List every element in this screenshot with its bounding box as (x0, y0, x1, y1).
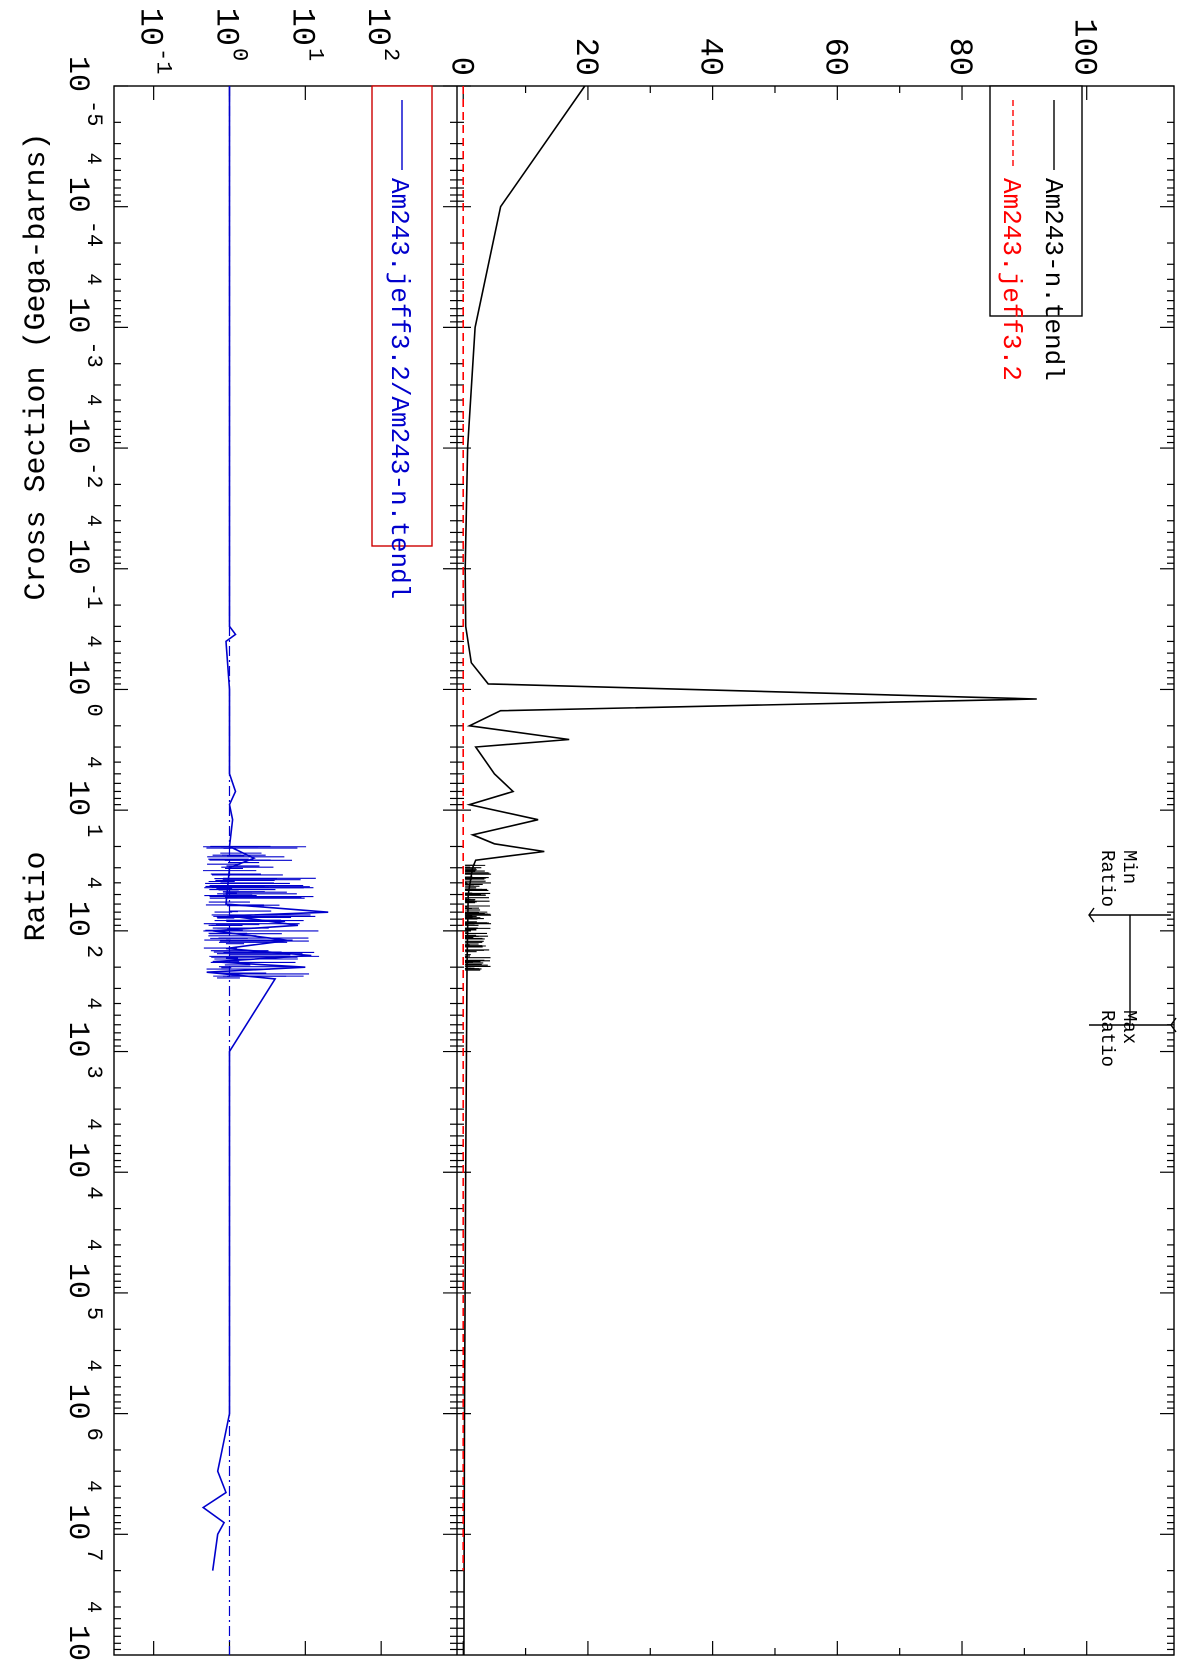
x-tick-label: 108 (60, 1625, 94, 1661)
svg-text:10: 10 (60, 780, 94, 816)
x-tick-label: 10 4 (60, 1142, 106, 1199)
svg-text:10: 10 (60, 418, 94, 454)
y-tick-label: 80 (941, 38, 978, 76)
svg-text:-1: -1 (81, 583, 106, 609)
y-tick-label: 40 (692, 38, 729, 76)
y-tick-label: 102 (359, 8, 403, 62)
svg-text:5: 5 (81, 1307, 106, 1320)
y-tick-label: 20 (567, 38, 604, 76)
x-tick-label: 10 7 (60, 1504, 106, 1561)
x-minor-tick-label: 4 (81, 153, 104, 165)
svg-text:10: 10 (60, 1504, 94, 1540)
svg-text:-3: -3 (81, 341, 106, 367)
ratio-range-annotation: Max Ratio Min Ratio (1088, 850, 1177, 1067)
x-minor-tick-label: 4 (81, 998, 104, 1010)
svg-text:1: 1 (302, 48, 327, 61)
svg-text:-5: -5 (81, 100, 106, 126)
y-tick-label: 100 (1066, 18, 1103, 76)
x-tick-label: 10-1 (60, 539, 106, 609)
svg-text:10: 10 (60, 1142, 94, 1178)
x-minor-tick-label: 4 (81, 515, 104, 527)
x-tick-label: 10 3 (60, 1022, 106, 1079)
x-minor-tick-label: 4 (81, 877, 104, 889)
bottom-panel-y-axis-label: Ratio (20, 851, 54, 941)
svg-text:-2: -2 (81, 462, 106, 488)
legend-entry-ratio: Am243.jeff3.2/Am243-n.tendl (384, 178, 414, 599)
max-ratio-label: Ratio (1096, 1010, 1118, 1067)
min-ratio-label: Min (1118, 850, 1140, 884)
legend-entry-jeff: Am243.jeff3.2 (996, 178, 1026, 381)
svg-text:2: 2 (378, 48, 403, 61)
svg-text:2: 2 (81, 945, 106, 958)
top-legend: Am243-n.tendl Am243.jeff3.2 (989, 85, 1083, 381)
x-minor-tick-label: 4 (81, 635, 104, 647)
svg-text:4: 4 (81, 1186, 106, 1199)
svg-text:0: 0 (226, 48, 251, 61)
x-tick-label: 10 2 (60, 901, 106, 958)
svg-text:-1: -1 (151, 48, 176, 74)
x-minor-tick-label: 4 (81, 1360, 104, 1372)
svg-text:0: 0 (81, 703, 106, 716)
plot-border (113, 85, 1175, 1656)
svg-text:1: 1 (81, 824, 106, 837)
x-minor-tick-label: 4 (81, 1118, 104, 1130)
svg-text:10: 10 (283, 8, 320, 46)
x-minor-tick-label: 4 (81, 394, 104, 406)
x-tick-label: 10 1 (60, 780, 106, 837)
x-tick-label: 10-5 (60, 56, 106, 126)
svg-text:-4: -4 (81, 221, 106, 247)
y-tick-label: 60 (816, 38, 853, 76)
svg-text:10: 10 (60, 297, 94, 333)
series-tendl-line (463, 85, 1037, 1656)
top-panel-y-axis-label: Cross Section (Gega-barns) (20, 132, 54, 600)
x-tick-label: 10-4 (60, 177, 106, 247)
svg-text:3: 3 (81, 1066, 106, 1079)
x-minor-tick-label: 4 (81, 1239, 104, 1251)
svg-text:7: 7 (81, 1548, 106, 1561)
svg-text:10: 10 (60, 539, 94, 575)
svg-text:10: 10 (132, 8, 169, 46)
svg-text:10: 10 (359, 8, 396, 46)
svg-text:10: 10 (60, 901, 94, 937)
x-tick-labels: 10-5410-4410-3410-2410-14100410141024103… (60, 56, 106, 1661)
axes-frame (113, 85, 1175, 1656)
x-tick-label: 10 6 (60, 1384, 106, 1441)
x-tick-label: 10 5 (60, 1263, 106, 1320)
svg-text:10: 10 (60, 56, 94, 92)
x-minor-tick-label: 4 (81, 1480, 104, 1492)
svg-text:6: 6 (81, 1428, 106, 1441)
svg-text:10: 10 (60, 1022, 94, 1058)
legend-entry-tendl: Am243-n.tendl (1038, 178, 1068, 381)
y-tick-label: 101 (283, 8, 327, 62)
x-tick-label: 10 0 (60, 659, 106, 716)
x-tick-label: 10-3 (60, 297, 106, 367)
series-layer (201, 85, 1037, 1656)
svg-text:10: 10 (60, 1263, 94, 1299)
series-ratio-line (201, 86, 329, 1571)
x-minor-tick-label: 4 (81, 756, 104, 768)
y-tick-label: 100 (207, 8, 251, 62)
svg-text:10: 10 (60, 177, 94, 213)
min-ratio-label: Ratio (1096, 850, 1118, 907)
y-tick-label: 10-1 (132, 8, 176, 75)
tendl-resonance-spikes (465, 864, 492, 971)
svg-text:10: 10 (60, 1384, 94, 1420)
ratio-legend: Am243.jeff3.2/Am243-n.tendl (371, 85, 433, 599)
x-minor-tick-label: 4 (81, 273, 104, 285)
x-minor-tick-label: 4 (81, 1601, 104, 1613)
top-panel-y-tick-labels: 0 20 40 60 80 100 (442, 18, 1103, 1655)
ratio-resonance-spikes (202, 845, 320, 979)
y-tick-label: 0 (442, 57, 479, 76)
x-tick-label: 10-2 (60, 418, 106, 488)
svg-text:10: 10 (60, 659, 94, 695)
max-ratio-label: Max (1118, 1010, 1140, 1044)
svg-text:10: 10 (60, 1625, 94, 1661)
svg-text:10: 10 (207, 8, 244, 46)
